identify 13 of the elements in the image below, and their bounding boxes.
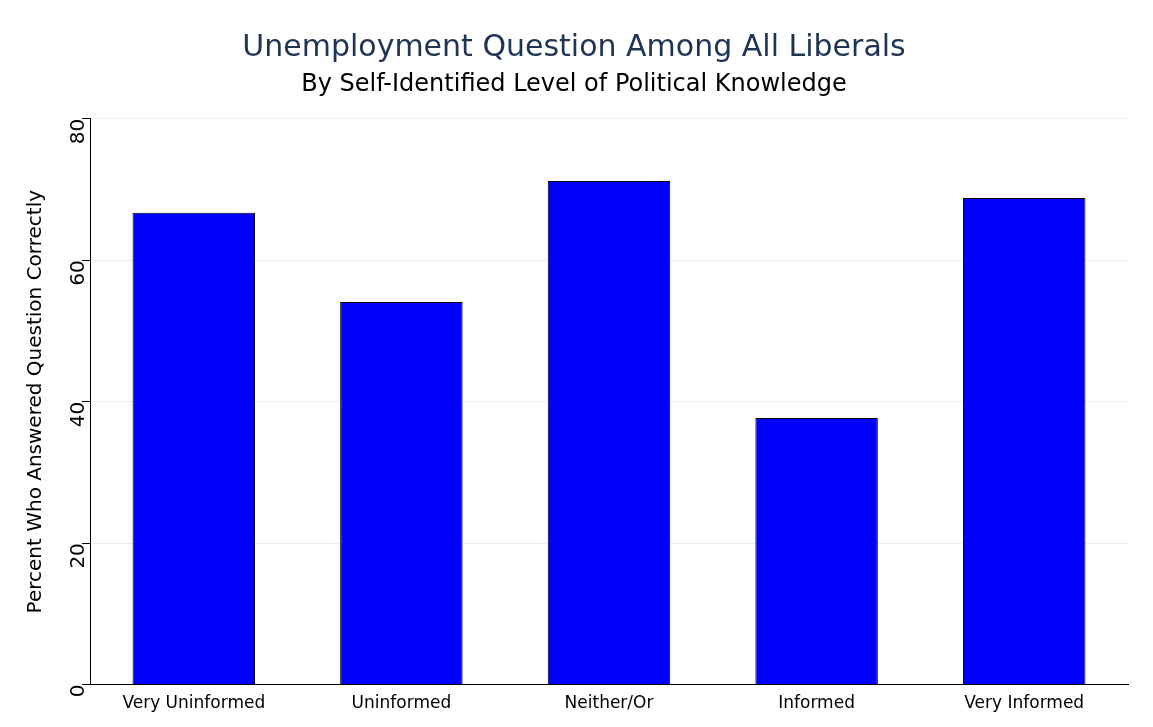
x-tick-label: Very Uninformed bbox=[122, 692, 266, 713]
chart-title: Unemployment Question Among All Liberals bbox=[242, 27, 906, 63]
x-tick-label: Very Informed bbox=[964, 692, 1085, 713]
y-tick-label: 60 bbox=[65, 260, 90, 286]
y-tick-label: 40 bbox=[65, 401, 90, 428]
x-tick-label: Neither/Or bbox=[564, 692, 654, 713]
chart-subtitle: By Self-Identified Level of Political Knowledge bbox=[301, 68, 847, 97]
y-tick-label: 20 bbox=[65, 543, 90, 569]
x-tick-label: Uninformed bbox=[351, 692, 452, 713]
x-tick-label: Informed bbox=[778, 692, 855, 713]
y-tick-label: 80 bbox=[65, 118, 90, 145]
y-axis-title: Percent Who Answered Question Correctly bbox=[22, 189, 47, 614]
y-tick-label: 0 bbox=[65, 684, 90, 698]
